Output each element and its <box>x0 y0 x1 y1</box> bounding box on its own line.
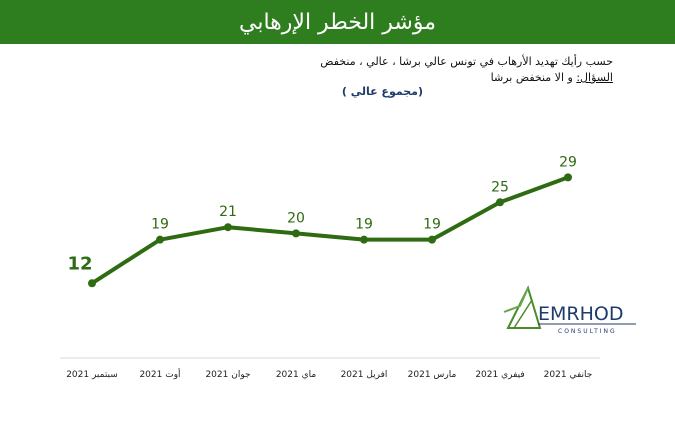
logo-subtitle: CONSULTING <box>558 328 617 335</box>
data-point <box>88 279 96 288</box>
data-point <box>496 198 504 207</box>
x-tick-label: افريل 2021 <box>341 370 388 380</box>
x-tick-label: جانفي 2021 <box>544 370 593 380</box>
question-text: و الا منخفض برشا <box>490 71 573 84</box>
data-label: 25 <box>491 179 509 195</box>
page-title: مؤشر الخطر الإرهابي <box>0 0 675 44</box>
question-note: (مجموع عالي ) <box>341 85 423 98</box>
data-label: 12 <box>67 253 92 274</box>
data-label: 19 <box>423 217 441 233</box>
data-point <box>360 235 368 244</box>
question-line-2: السؤال: و الا منخفض برشا <box>491 70 613 86</box>
x-tick-label: مارس 2021 <box>408 370 457 380</box>
x-tick-label: سبتمبر 2021 <box>66 370 118 380</box>
x-tick-label: فيفري 2021 <box>475 370 524 380</box>
data-label: 29 <box>559 154 577 170</box>
question-label: السؤال: <box>576 71 613 84</box>
logo-name: EMRHOD <box>538 303 623 325</box>
data-point <box>292 229 300 238</box>
data-label: 20 <box>287 210 305 226</box>
question-line-1: حسب رأيك تهديد الأرهاب في تونس عالي برشا… <box>320 55 613 68</box>
data-point <box>156 235 164 244</box>
series-line <box>90 175 570 286</box>
x-tick-label: ماي 2021 <box>276 370 317 380</box>
data-point <box>564 173 572 182</box>
x-tick-label: أوت 2021 <box>139 368 180 380</box>
company-logo: EMRHOD CONSULTING <box>498 282 638 338</box>
data-point <box>428 235 436 244</box>
data-point <box>224 223 232 232</box>
data-label: 21 <box>219 204 237 220</box>
data-label: 19 <box>151 217 169 233</box>
x-tick-label: جوان 2021 <box>205 370 250 380</box>
data-label: 19 <box>355 217 373 233</box>
emrhod-logo-graphic: EMRHOD CONSULTING <box>503 285 636 335</box>
